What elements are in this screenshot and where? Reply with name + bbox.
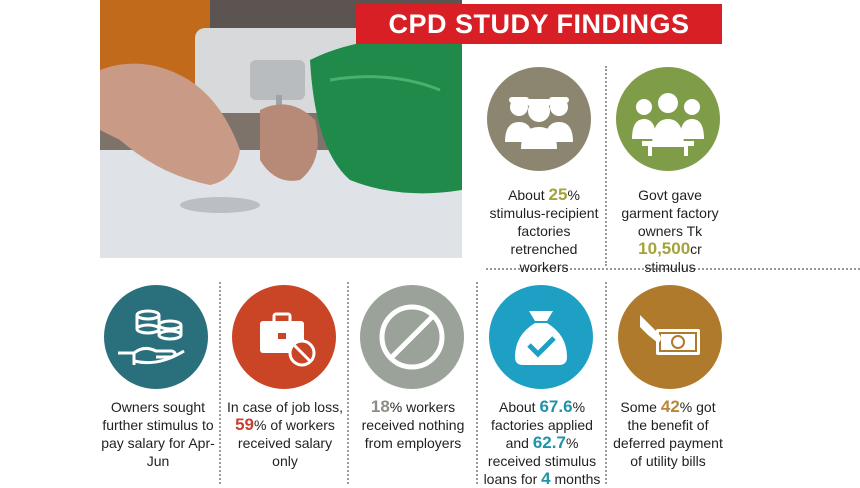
briefcase-blocked-icon <box>232 285 336 389</box>
divider <box>219 282 221 484</box>
divider <box>605 282 607 484</box>
finding-stimulus-caption: Govt gave garment factory owners Tk 10,5… <box>621 187 719 275</box>
bill-payment-icon <box>618 285 722 389</box>
finding-nothing-caption: 18% workers received nothing from employ… <box>361 397 465 452</box>
divider <box>486 268 860 270</box>
money-bag-check-icon <box>489 285 593 389</box>
divider <box>605 66 607 266</box>
prohibited-icon <box>360 285 464 389</box>
page-title: CPD STUDY FINDINGS <box>356 4 722 44</box>
coins-in-hand-icon <box>104 285 208 389</box>
finding-job-loss-caption: In case of job loss, 59% of workers rece… <box>227 399 343 469</box>
divider <box>476 282 478 484</box>
finding-retrenched-caption: About 25% stimulus-recipient factories r… <box>489 185 599 276</box>
divider <box>347 282 349 484</box>
finding-further-stimulus-caption: Owners sought further stimulus to pay sa… <box>101 399 215 469</box>
finding-loans-caption: About 67.6% factories applied and 62.7% … <box>483 397 601 488</box>
workers-group-icon <box>487 67 591 171</box>
owners-group-icon <box>616 67 720 171</box>
finding-deferred-bills-caption: Some 42% got the benefit of deferred pay… <box>613 397 723 470</box>
